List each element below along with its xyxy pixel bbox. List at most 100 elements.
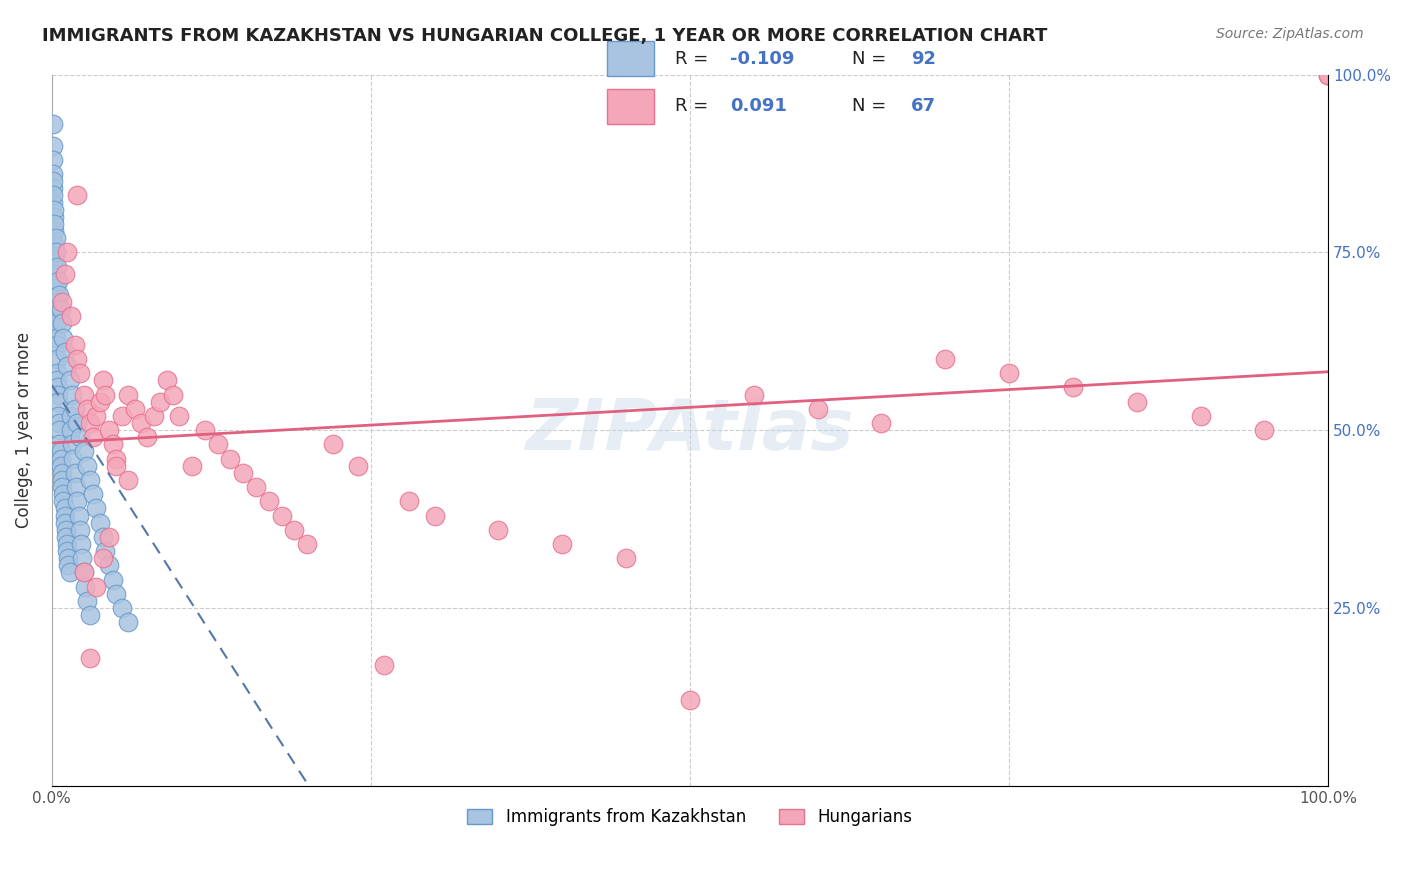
Point — [98, 423, 121, 437]
Point — [295, 537, 318, 551]
Point — [101, 437, 124, 451]
Point — [98, 530, 121, 544]
Point — [934, 351, 956, 366]
Point — [53, 516, 76, 530]
Point — [63, 401, 86, 416]
Point — [86, 580, 108, 594]
Point — [181, 458, 204, 473]
Point — [59, 373, 82, 387]
Point — [79, 473, 101, 487]
Point — [76, 401, 98, 416]
Point — [117, 615, 139, 630]
Point — [91, 373, 114, 387]
Point — [169, 409, 191, 423]
Point — [42, 153, 65, 167]
Point — [58, 551, 80, 566]
Point — [245, 480, 267, 494]
Point — [49, 458, 72, 473]
Point — [45, 260, 67, 274]
Point — [42, 138, 65, 153]
Point — [82, 430, 104, 444]
Point — [73, 566, 96, 580]
Point — [1062, 380, 1084, 394]
Text: R =: R = — [675, 50, 714, 68]
Point — [104, 587, 127, 601]
Point — [48, 288, 70, 302]
Text: Source: ZipAtlas.com: Source: ZipAtlas.com — [1216, 27, 1364, 41]
Point — [117, 473, 139, 487]
Point — [111, 409, 134, 423]
Point — [111, 601, 134, 615]
Point — [73, 580, 96, 594]
Point — [45, 231, 67, 245]
Legend: Immigrants from Kazakhstan, Hungarians: Immigrants from Kazakhstan, Hungarians — [458, 800, 921, 834]
Point — [51, 473, 73, 487]
Point — [45, 310, 67, 324]
Point — [488, 523, 510, 537]
Bar — [607, 42, 654, 77]
Point — [44, 238, 66, 252]
Point — [1189, 409, 1212, 423]
Point — [1317, 68, 1340, 82]
Point — [194, 423, 217, 437]
Text: IMMIGRANTS FROM KAZAKHSTAN VS HUNGARIAN COLLEGE, 1 YEAR OR MORE CORRELATION CHAR: IMMIGRANTS FROM KAZAKHSTAN VS HUNGARIAN … — [42, 27, 1047, 45]
Point — [46, 387, 69, 401]
Point — [51, 466, 73, 480]
Point — [52, 487, 75, 501]
Text: N =: N = — [852, 50, 891, 68]
Point — [136, 430, 159, 444]
Point — [551, 537, 574, 551]
Point — [82, 487, 104, 501]
Point — [66, 188, 89, 202]
Point — [59, 566, 82, 580]
Point — [48, 416, 70, 430]
Text: ZIPAtlas: ZIPAtlas — [526, 396, 855, 465]
Point — [124, 401, 146, 416]
Point — [56, 359, 79, 373]
Point — [679, 693, 702, 707]
Text: N =: N = — [852, 97, 891, 115]
Point — [44, 210, 66, 224]
Text: -0.109: -0.109 — [730, 50, 794, 68]
Point — [117, 387, 139, 401]
Point — [66, 351, 89, 366]
Point — [53, 501, 76, 516]
Point — [63, 338, 86, 352]
Point — [89, 394, 111, 409]
Point — [60, 387, 83, 401]
Point — [1253, 423, 1275, 437]
Point — [51, 317, 73, 331]
Point — [44, 202, 66, 217]
Y-axis label: College, 1 year or more: College, 1 year or more — [15, 332, 32, 528]
Point — [45, 281, 67, 295]
Point — [51, 295, 73, 310]
Point — [76, 594, 98, 608]
Point — [48, 423, 70, 437]
Point — [373, 657, 395, 672]
Point — [53, 267, 76, 281]
Point — [104, 458, 127, 473]
Point — [46, 394, 69, 409]
Point — [98, 558, 121, 573]
Point — [45, 245, 67, 260]
Point — [1317, 68, 1340, 82]
Point — [49, 451, 72, 466]
Point — [59, 409, 82, 423]
Point — [423, 508, 446, 523]
Point — [219, 451, 242, 466]
Point — [89, 516, 111, 530]
Point — [62, 451, 84, 466]
Point — [46, 409, 69, 423]
Point — [42, 174, 65, 188]
Bar — [607, 88, 654, 124]
Point — [48, 437, 70, 451]
Point — [283, 523, 305, 537]
Point — [45, 317, 67, 331]
Point — [56, 544, 79, 558]
Point — [53, 345, 76, 359]
Point — [56, 537, 79, 551]
Point — [79, 416, 101, 430]
Text: 92: 92 — [911, 50, 936, 68]
Point — [257, 494, 280, 508]
Point — [70, 537, 93, 551]
